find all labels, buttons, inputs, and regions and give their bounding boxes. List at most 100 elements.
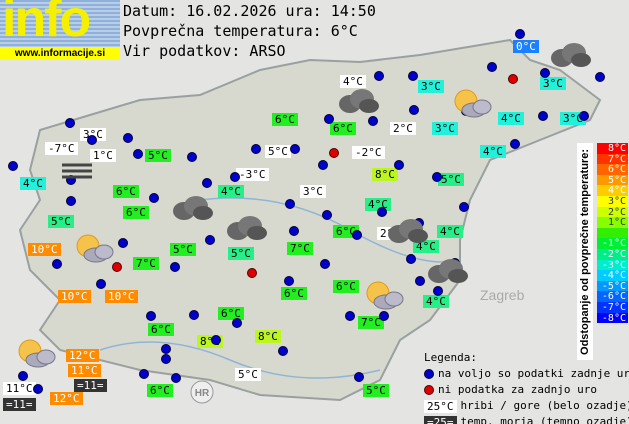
station-dot[interactable] [538, 111, 548, 121]
station-dot[interactable] [406, 254, 416, 264]
scale-step [597, 227, 628, 239]
station-dot[interactable] [320, 259, 330, 269]
source-line: Vir podatkov: ARSO [123, 42, 286, 60]
logo[interactable]: info www.informacije.si [0, 0, 120, 60]
station-dot[interactable] [232, 318, 242, 328]
station-temp-label: 4°C [20, 177, 46, 190]
station-dot[interactable] [146, 311, 156, 321]
station-dot[interactable] [202, 178, 212, 188]
station-dot[interactable] [377, 207, 387, 217]
station-dot[interactable] [374, 71, 384, 81]
station-temp-label: 5°C [48, 215, 74, 228]
station-dot[interactable] [284, 276, 294, 286]
station-dot[interactable] [65, 118, 75, 128]
station-dot[interactable] [230, 172, 240, 182]
station-temp-label: 6°C [333, 280, 359, 293]
station-dot[interactable] [149, 193, 159, 203]
station-temp-label: 5°C [235, 368, 261, 381]
legend-row: =25= temp. morja (temno ozadje) [424, 414, 629, 424]
logo-url[interactable]: www.informacije.si [0, 47, 120, 60]
station-dot[interactable] [394, 160, 404, 170]
station-dot[interactable] [52, 259, 62, 269]
cloud-icon [170, 195, 214, 225]
station-dot[interactable] [118, 238, 128, 248]
station-dot[interactable] [170, 262, 180, 272]
station-dot-missing[interactable] [112, 262, 122, 272]
station-dot[interactable] [8, 161, 18, 171]
station-dot[interactable] [96, 279, 106, 289]
station-temp-label: 6°C [281, 287, 307, 300]
station-dot[interactable] [133, 149, 143, 159]
station-temp-label: 5°C [265, 145, 291, 158]
station-dot[interactable] [352, 230, 362, 240]
slovenia-outline [18, 38, 602, 402]
scale-step: 6°C [597, 164, 628, 175]
station-dot[interactable] [510, 139, 520, 149]
station-temp-label: 6°C [272, 113, 298, 126]
station-temp-label: 4°C [423, 295, 449, 308]
station-dot[interactable] [459, 202, 469, 212]
station-temp-label: 6°C [147, 384, 173, 397]
station-dot[interactable] [322, 210, 332, 220]
station-dot[interactable] [345, 311, 355, 321]
station-dot[interactable] [368, 116, 378, 126]
station-dot[interactable] [18, 371, 28, 381]
station-dot[interactable] [354, 372, 364, 382]
zagreb-label: Zagreb [480, 287, 525, 303]
cloud-icon [425, 258, 469, 288]
scale-step: 3°C [597, 195, 628, 207]
station-dot[interactable] [189, 310, 199, 320]
station-dot[interactable] [579, 111, 589, 121]
station-temp-label: 5°C [170, 243, 196, 256]
scale-step: -1°C [597, 238, 628, 249]
station-dot[interactable] [415, 276, 425, 286]
sun-cloud-icon [450, 88, 494, 124]
legend-mountain: hribi / gore (belo ozadje) [460, 399, 629, 412]
station-dot[interactable] [290, 144, 300, 154]
station-temp-label: 6°C [148, 323, 174, 336]
date-line: Datum: 16.02.2026 ura: 14:50 [123, 2, 376, 20]
station-dot[interactable] [432, 172, 442, 182]
station-dot[interactable] [123, 133, 133, 143]
station-temp-label: 5°C [228, 247, 254, 260]
station-temp-label: 5°C [145, 149, 171, 162]
station-dot-missing[interactable] [247, 268, 257, 278]
station-dot[interactable] [87, 135, 97, 145]
river-line [99, 341, 381, 379]
station-dot[interactable] [139, 369, 149, 379]
logo-word: info [2, 0, 90, 44]
station-dot[interactable] [66, 196, 76, 206]
station-dot[interactable] [540, 68, 550, 78]
scale-step: 8°C [597, 143, 628, 154]
station-dot[interactable] [251, 144, 261, 154]
scale-title-text: Odstopanje od povprečne temperature: [579, 148, 591, 355]
station-dot[interactable] [187, 152, 197, 162]
station-dot[interactable] [379, 311, 389, 321]
station-dot[interactable] [33, 384, 43, 394]
station-dot[interactable] [515, 29, 525, 39]
station-dot[interactable] [278, 346, 288, 356]
station-temp-label: 10°C [58, 290, 91, 303]
station-dot[interactable] [161, 354, 171, 364]
station-dot[interactable] [487, 62, 497, 72]
station-dot[interactable] [211, 335, 221, 345]
station-dot[interactable] [289, 226, 299, 236]
station-dot[interactable] [409, 105, 419, 115]
station-dot[interactable] [318, 160, 328, 170]
station-dot[interactable] [205, 235, 215, 245]
station-dot[interactable] [595, 72, 605, 82]
station-temp-label: -3°C [236, 168, 269, 181]
station-temp-label: 11°C [3, 382, 36, 395]
station-dot[interactable] [161, 344, 171, 354]
station-dot[interactable] [171, 373, 181, 383]
station-dot[interactable] [433, 286, 443, 296]
station-dot-missing[interactable] [329, 148, 339, 158]
station-dot-missing[interactable] [508, 74, 518, 84]
scale-step: 2°C [597, 206, 628, 217]
station-temp-label: 4°C [218, 185, 244, 198]
station-dot[interactable] [408, 71, 418, 81]
station-temp-label: 10°C [28, 243, 61, 256]
station-dot[interactable] [285, 199, 295, 209]
station-dot[interactable] [324, 114, 334, 124]
station-temp-label: 3°C [540, 77, 566, 90]
